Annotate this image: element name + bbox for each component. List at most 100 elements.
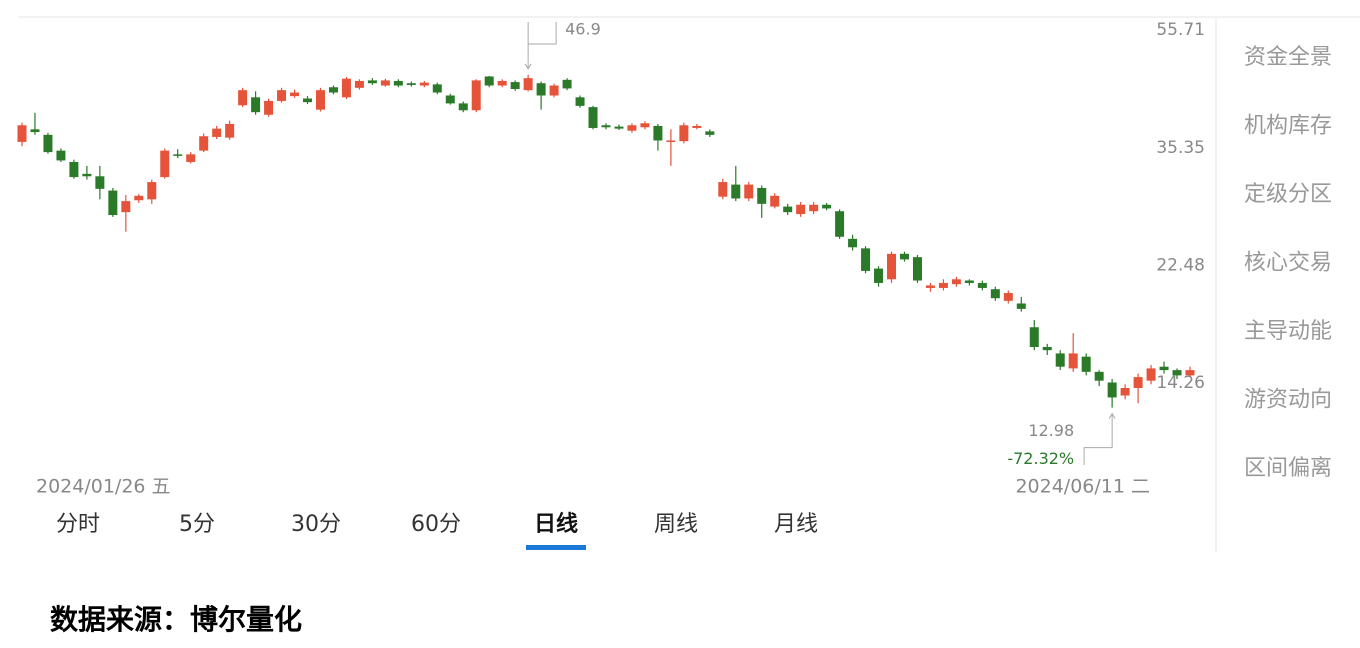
candle-body [445,95,455,104]
candle-body [212,128,222,137]
candle-body [1172,370,1182,376]
period-tab[interactable]: 周线 [654,512,698,537]
candle-body [679,125,689,142]
candle-body [484,76,494,86]
change-label: -72.32% [1007,449,1074,468]
candle-body [951,279,961,285]
candle-body [225,123,235,138]
max-pointer [524,22,557,70]
min-label: 12.98 [1028,421,1074,440]
candle-body [614,126,624,129]
candle-body [744,184,754,199]
candle-body [160,150,170,178]
candle-body [43,134,53,153]
candle-body [1133,377,1143,388]
period-tab[interactable]: 5分 [179,512,215,537]
candle-body [173,154,183,156]
candle-body [1055,353,1065,367]
candle-body [523,78,533,91]
candle-body [757,187,767,204]
candle-body [406,83,416,85]
candle-body [56,150,66,161]
candle-body [938,282,948,288]
period-tab[interactable]: 日线 [534,511,578,537]
period-tab[interactable]: 月线 [774,512,818,537]
period-tab[interactable]: 分时 [56,512,100,537]
candle-body [264,100,274,115]
period-tab[interactable]: 60分 [411,512,461,537]
candle-body [315,90,325,110]
candle-body [912,257,922,281]
candle-body [1003,293,1013,301]
sidebar-item[interactable]: 区间偏离 [1244,456,1332,481]
y-tick-label: 55.71 [1156,20,1205,40]
candle-body [990,289,1000,299]
period-tab[interactable]: 30分 [291,512,341,537]
candle-body [238,90,248,106]
candle-body [718,182,728,197]
max-label: 46.9 [565,20,601,39]
candle-body [562,79,572,89]
candle-body [1081,356,1091,372]
candle-body [627,125,637,131]
candle-body [121,201,131,213]
candle-body [601,125,611,128]
candle-body [147,182,157,200]
candle-body [666,140,676,142]
candle-body [1107,382,1117,398]
candle-body [848,238,858,248]
candle-body [1068,353,1078,369]
candle-body [925,285,935,288]
sidebar-item[interactable]: 定级分区 [1244,182,1332,207]
candle-body [1016,303,1026,309]
sidebar-item[interactable]: 机构库存 [1244,114,1332,139]
tab-indicator [526,545,586,550]
candle-body [186,154,196,162]
candle-body [783,206,793,213]
date-label: 2024/01/26 五 [36,476,171,498]
candle-body [705,131,715,135]
candle-body [1094,371,1104,381]
candle-body [17,125,27,142]
candle-body [393,80,403,86]
sidebar-item[interactable]: 主导动能 [1244,319,1332,344]
candle-body [809,204,819,212]
source-note: 数据来源：博尔量化 [50,603,302,636]
candle-body [1120,387,1130,396]
candle-body [251,97,261,113]
candle-body [640,123,650,128]
candle-body [108,190,118,215]
candle-body [822,204,832,209]
candle-body [471,80,481,111]
candle-body [588,107,598,128]
sidebar-item[interactable]: 核心交易 [1244,251,1332,276]
candle-body [536,83,546,96]
candle-body [653,125,663,141]
candle-body [731,184,741,199]
candle-body [861,248,871,271]
min-pointer [1083,412,1116,465]
candle-body [328,87,338,93]
candle-body [874,268,884,283]
candle-body [354,80,364,88]
candle-body [887,253,897,280]
candle-body [341,78,351,98]
y-tick-label: 22.48 [1156,255,1205,275]
sidebar-item[interactable]: 游资动向 [1244,388,1332,413]
candle-body [510,82,520,90]
candle-body [277,90,287,101]
candle-body [290,92,300,97]
candle-body [30,129,40,133]
candle-body [977,282,987,288]
candle-body [796,204,806,215]
candle-body [380,80,390,86]
candle-body [69,161,79,178]
candle-body [964,280,974,283]
candle-body [1146,368,1156,381]
y-tick-label: 14.26 [1156,373,1205,393]
candle-body [497,80,507,86]
sidebar-item[interactable]: 资金全景 [1244,45,1332,70]
candle-body [549,85,559,96]
candle-body [1185,370,1195,376]
